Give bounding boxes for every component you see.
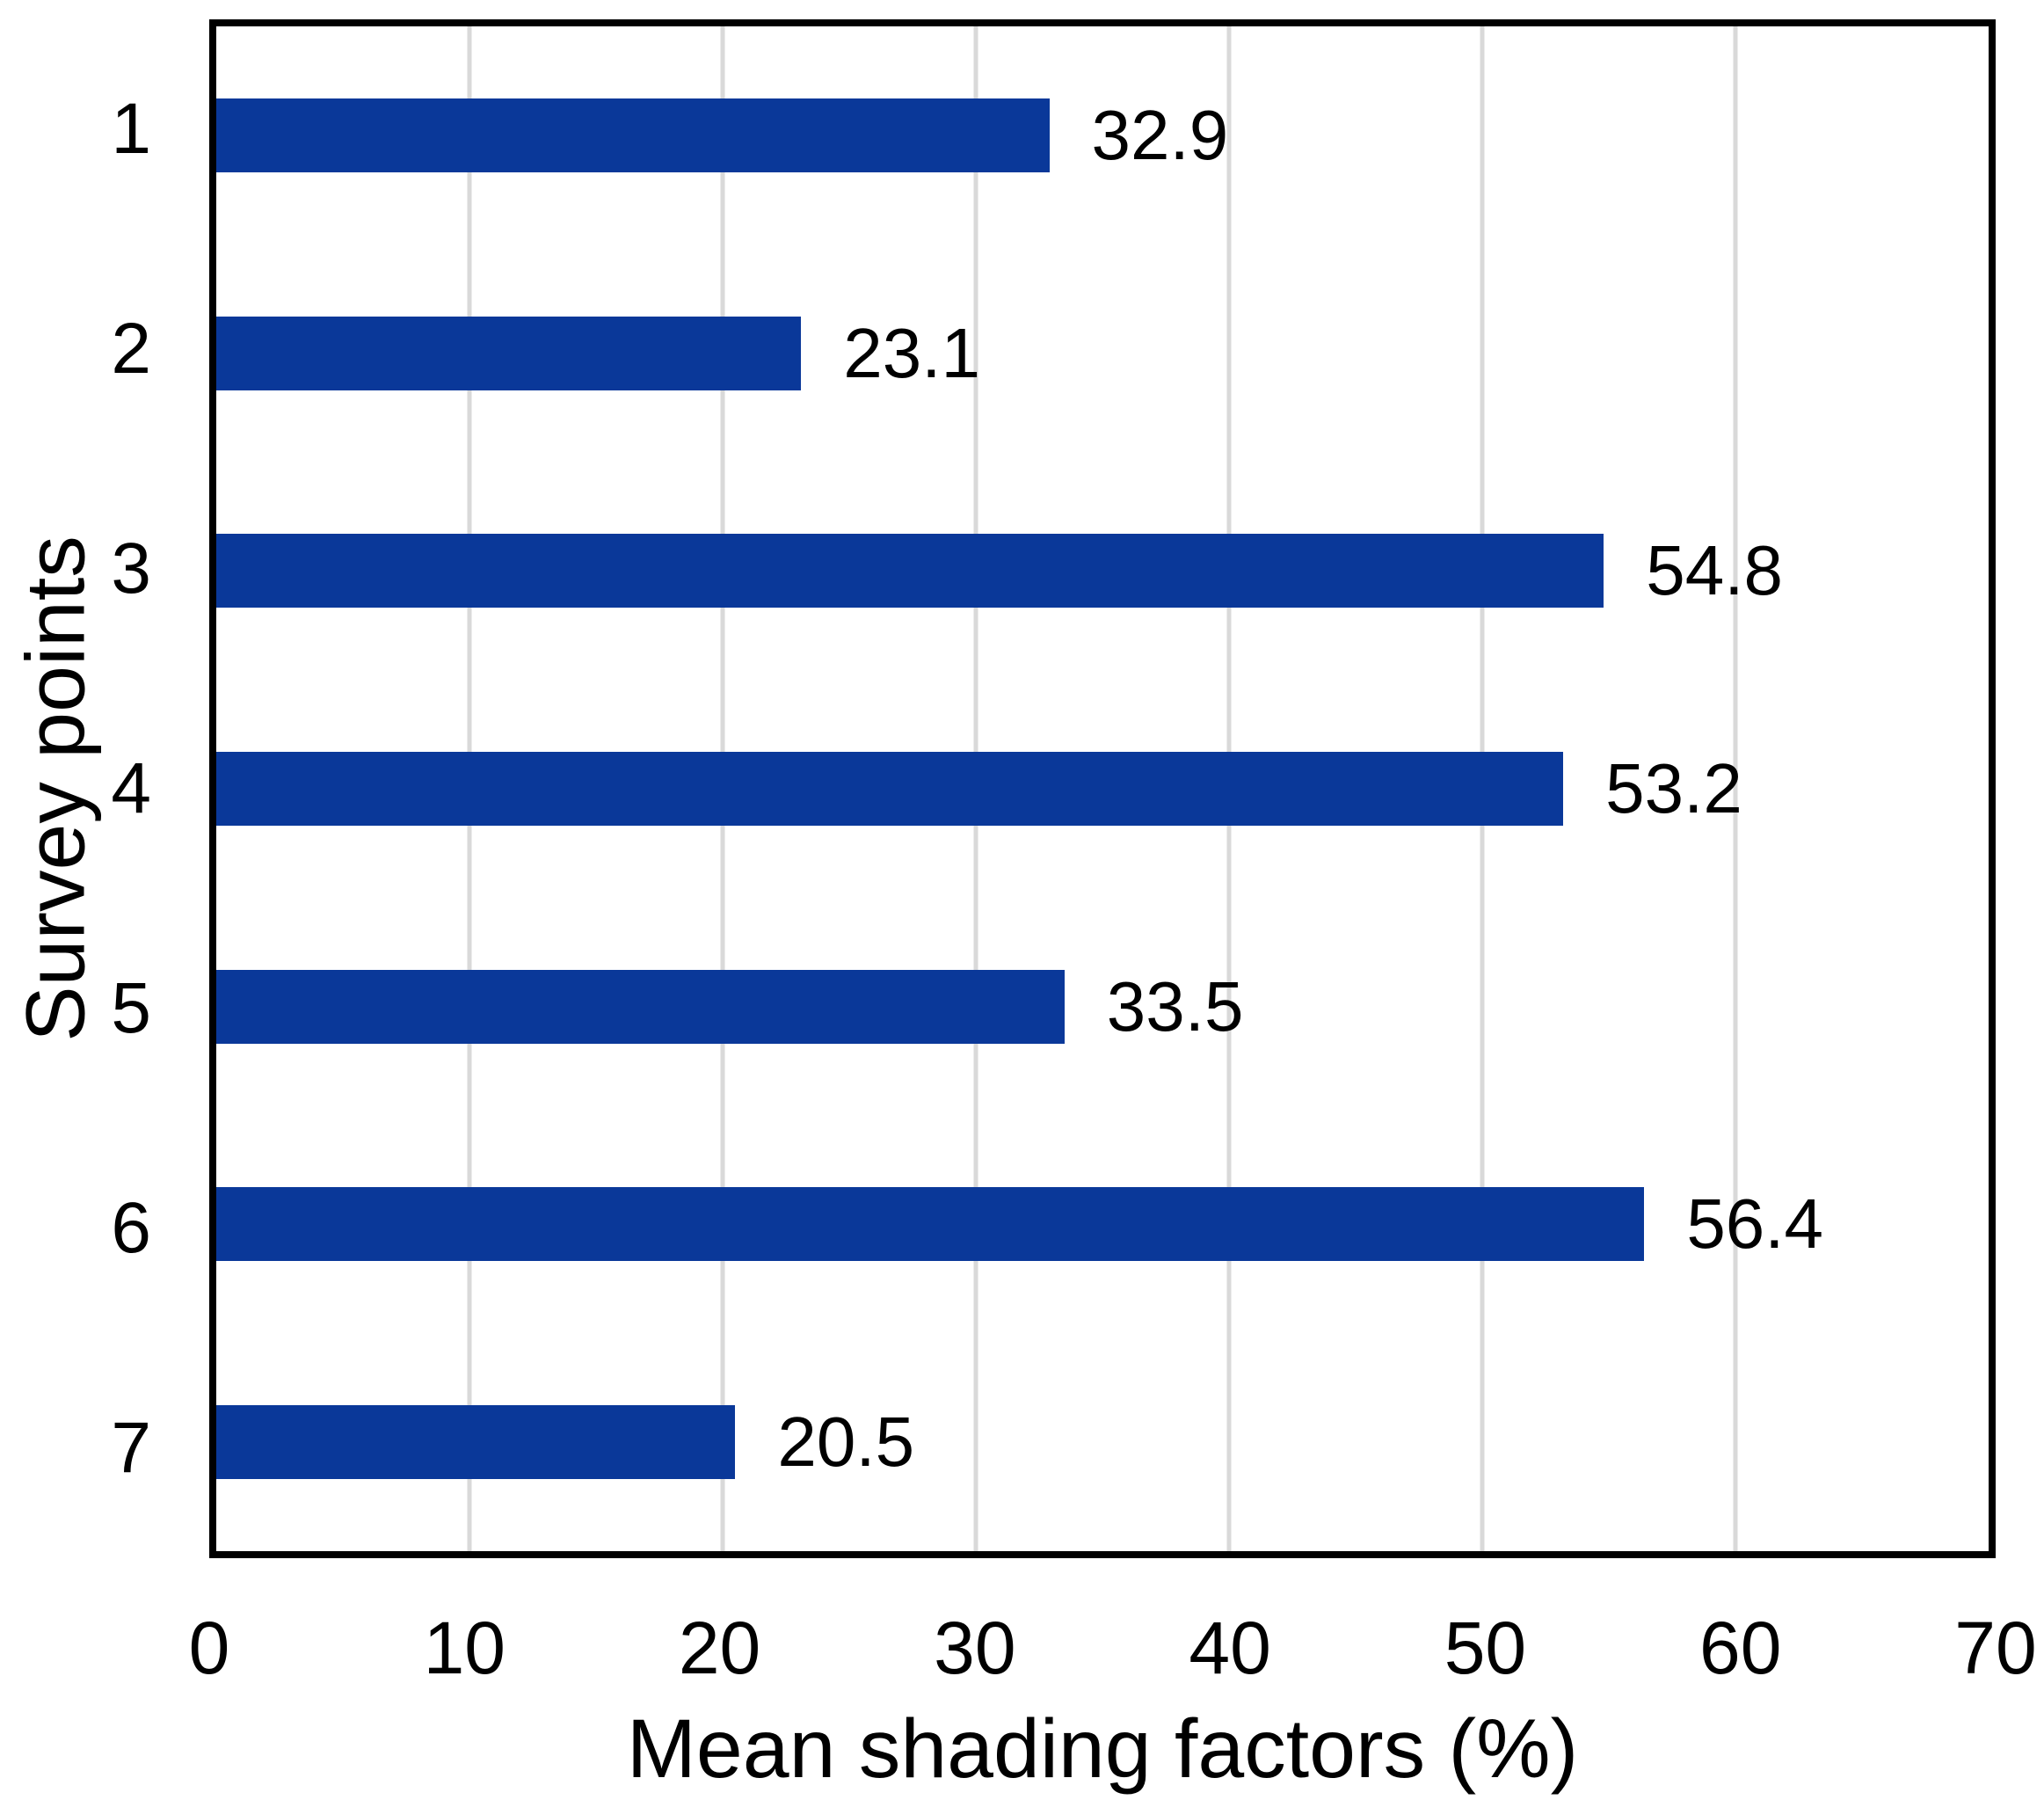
- x-tick-label: 40: [1189, 1607, 1271, 1689]
- gridline: [1733, 26, 1738, 1551]
- category-label: 6: [111, 1188, 151, 1268]
- category-label: 1: [111, 89, 151, 169]
- x-axis-title: Mean shading factors (%): [626, 1702, 1579, 1796]
- bar-value-label: 56.4: [1686, 1184, 1824, 1264]
- category-label: 3: [111, 528, 151, 609]
- bar-value-label: 23.1: [843, 313, 980, 392]
- bar-row: 20.5: [216, 1333, 1989, 1551]
- x-tick-label: 30: [934, 1607, 1016, 1689]
- bar-value-label: 53.2: [1605, 749, 1742, 828]
- bars-container: 32.9 23.1 54.8 53.2 33.5 56.4 20.5: [216, 26, 1989, 1551]
- plot-area: 32.9 23.1 54.8 53.2 33.5 56.4 20.5: [209, 19, 1996, 1558]
- category-label: 7: [111, 1408, 151, 1488]
- category-label: 4: [111, 748, 151, 828]
- y-axis-category-labels: 1 2 3 4 5 6 7: [0, 19, 151, 1558]
- bar-row: 23.1: [216, 244, 1989, 463]
- bar-row: 33.5: [216, 898, 1989, 1116]
- bar: [216, 534, 1604, 609]
- bar-value-label: 32.9: [1091, 95, 1229, 174]
- x-axis-tick-labels: 0 10 20 30 40 50 60 70: [189, 1607, 2037, 1699]
- bar-value-label: 54.8: [1646, 531, 1783, 610]
- x-tick-label: 20: [678, 1607, 761, 1689]
- x-tick-label: 10: [423, 1607, 506, 1689]
- bar: [216, 1405, 736, 1480]
- category-label: 2: [111, 309, 151, 389]
- category-label: 5: [111, 968, 151, 1048]
- bar-value-label: 20.5: [777, 1403, 915, 1482]
- bar: [216, 98, 1050, 172]
- bar-row: 53.2: [216, 680, 1989, 898]
- x-tick-label: 70: [1954, 1607, 2037, 1689]
- bar-row: 54.8: [216, 462, 1989, 680]
- bar: [216, 1187, 1645, 1262]
- bar-row: 56.4: [216, 1116, 1989, 1334]
- x-tick-label: 60: [1698, 1607, 1782, 1689]
- bar: [216, 316, 802, 390]
- bar-value-label: 33.5: [1106, 966, 1244, 1046]
- bar-row: 32.9: [216, 26, 1989, 244]
- x-tick-label: 50: [1444, 1607, 1527, 1689]
- bar: [216, 752, 1564, 827]
- bar: [216, 969, 1065, 1044]
- x-tick-label: 0: [188, 1607, 230, 1689]
